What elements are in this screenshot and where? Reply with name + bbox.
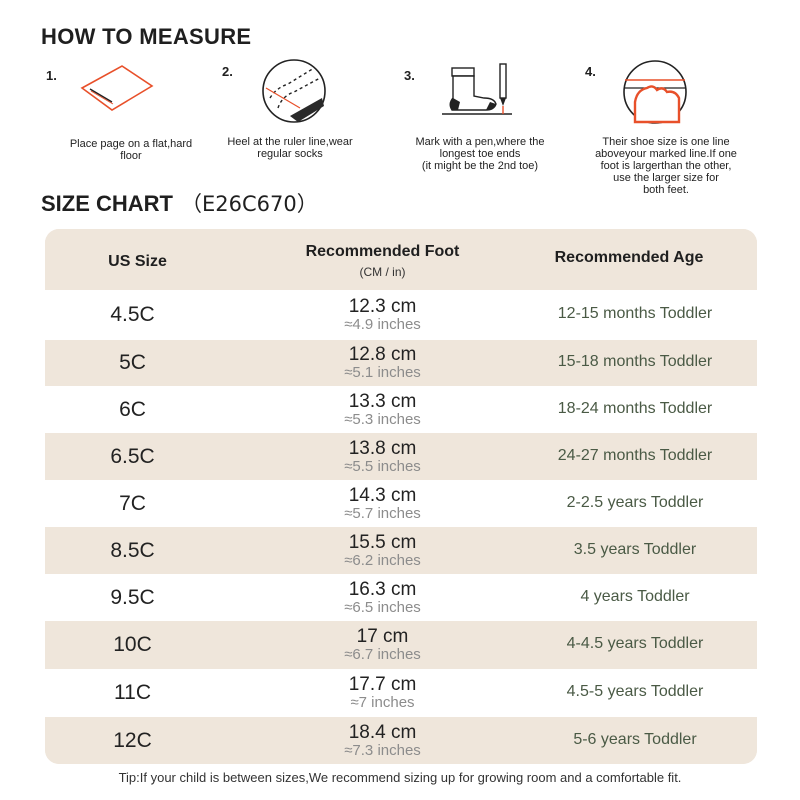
foot-cm: 17.7 cm bbox=[348, 674, 417, 695]
step-number: 1. bbox=[46, 68, 57, 83]
foot-cm: 15.5 cm bbox=[348, 531, 417, 553]
table-row: 5C 12.8 cm ≈5.1 inches 15-18 months Toddler bbox=[45, 340, 757, 386]
step-number: 2. bbox=[222, 64, 233, 79]
caption-line: Their shoe size is one line bbox=[602, 136, 730, 148]
size-chart-table: US Size Recommended Foot (CM / in) Recom… bbox=[45, 229, 757, 764]
table-row: 4.5C 12.3 cm ≈4.9 inches 12-15 months Toddl… bbox=[45, 290, 757, 340]
how-to-measure-title: HOW TO MEASURE bbox=[41, 24, 252, 49]
caption-line: (it might be the 2nd toe) bbox=[421, 160, 539, 172]
step-caption: Heel at the ruler line,wear regular sock… bbox=[212, 136, 368, 160]
sizing-tip: Tip:If your child is between sizes,We re… bbox=[118, 770, 682, 785]
header-foot-units: (CM / in) bbox=[359, 265, 406, 279]
us-size-cell: 7C bbox=[119, 491, 146, 515]
us-size-cell: 5C bbox=[119, 351, 146, 374]
step-number: 3. bbox=[404, 68, 415, 83]
us-size-cell: 6.5C bbox=[110, 444, 155, 468]
table-row: 9.5C 16.3 cm ≈6.5 inches 4 years Toddler bbox=[45, 574, 757, 621]
header-foot-label: Recommended Foot bbox=[305, 243, 460, 260]
recommended-age-cell: 24-27 months Toddler bbox=[557, 446, 713, 464]
caption-line: use the larger size for bbox=[613, 172, 719, 184]
table-row: 6C 13.3 cm ≈5.3 inches 18-24 months Toddler bbox=[45, 386, 757, 433]
step-caption: Mark with a pen,where the longest toe en… bbox=[400, 136, 560, 172]
foot-inches: ≈6.5 inches bbox=[344, 598, 421, 616]
foot-cm: 18.4 cm bbox=[348, 721, 417, 743]
foot-inches: ≈5.3 inches bbox=[344, 410, 421, 428]
foot-length-cell: 12.3 cm ≈4.9 inches bbox=[270, 297, 495, 333]
table-row: 6.5C 13.8 cm ≈5.5 inches 24-27 months Toddl… bbox=[45, 433, 757, 480]
foot-cm: 17 cm bbox=[356, 626, 409, 647]
foot-inches: ≈7 inches bbox=[350, 694, 415, 711]
caption-line: longest toe ends bbox=[439, 148, 521, 160]
recommended-age-cell: 4 years Toddler bbox=[580, 587, 690, 605]
table-row: 12C 18.4 cm ≈7.3 inches 5-6 years Toddler bbox=[45, 717, 757, 764]
us-size-cell: 8.5C bbox=[110, 538, 155, 562]
measure-steps: 1. Place page on a flat,hard floor 2. bbox=[0, 58, 800, 208]
recommended-age-cell: 5-6 years Toddler bbox=[573, 730, 697, 748]
us-size-cell: 6C bbox=[119, 397, 146, 421]
caption-line: both feet. bbox=[643, 184, 689, 196]
foot-length-cell: 13.3 cm ≈5.3 inches bbox=[270, 390, 495, 428]
recommended-age-cell: 4-4.5 years Toddler bbox=[566, 635, 704, 652]
header-recommended-age: Recommended Age bbox=[554, 249, 704, 266]
foot-cm: 13.8 cm bbox=[348, 437, 417, 459]
caption-line: regular socks bbox=[257, 148, 323, 160]
foot-cm: 12.3 cm bbox=[348, 296, 417, 317]
foot-cm: 12.8 cm bbox=[348, 344, 417, 365]
size-chart-title: SIZE CHART （E26C670） bbox=[41, 188, 318, 218]
toe-line-icon bbox=[623, 58, 703, 128]
caption-line: foot is largerthan the other, bbox=[600, 160, 732, 172]
step-number: 4. bbox=[585, 64, 596, 79]
recommended-age-cell: 4.5-5 years Toddler bbox=[566, 683, 704, 700]
table-row: 10C 17 cm ≈6.7 inches 4-4.5 years Toddler bbox=[45, 621, 757, 669]
table-row: 7C 14.3 cm ≈5.7 inches 2-2.5 years Toddler bbox=[45, 480, 757, 527]
paper-sheet-icon bbox=[76, 58, 156, 128]
caption-line: Place page on a flat,hard bbox=[69, 138, 193, 150]
foot-cm: 14.3 cm bbox=[348, 484, 417, 506]
foot-inches: ≈5.5 inches bbox=[344, 457, 421, 475]
foot-length-cell: 12.8 cm ≈5.1 inches bbox=[270, 345, 495, 381]
foot-inches: ≈6.7 inches bbox=[344, 646, 421, 663]
caption-line: Heel at the ruler line,wear bbox=[227, 136, 353, 148]
us-size-cell: 10C bbox=[113, 633, 152, 656]
foot-length-cell: 15.5 cm ≈6.2 inches bbox=[270, 531, 495, 569]
caption-line: Mark with a pen,where the bbox=[415, 136, 545, 148]
caption-line: aboveyour marked line.If one bbox=[595, 148, 737, 160]
size-chart-label: SIZE CHART bbox=[41, 191, 173, 216]
recommended-age-cell: 12-15 months Toddler bbox=[557, 305, 713, 322]
model-code: （E26C670） bbox=[181, 192, 318, 216]
header-recommended-foot: Recommended Foot (CM / in) bbox=[270, 243, 495, 279]
foot-length-cell: 18.4 cm ≈7.3 inches bbox=[270, 721, 495, 759]
recommended-age-cell: 15-18 months Toddler bbox=[557, 353, 713, 370]
recommended-age-cell: 2-2.5 years Toddler bbox=[566, 493, 704, 511]
header-us-size: US Size bbox=[108, 253, 167, 270]
foot-inches: ≈4.9 inches bbox=[344, 316, 421, 333]
foot-length-cell: 17.7 cm ≈7 inches bbox=[270, 675, 495, 711]
foot-cm: 16.3 cm bbox=[348, 578, 417, 600]
table-header: US Size Recommended Foot (CM / in) Recom… bbox=[45, 229, 757, 290]
us-size-cell: 11C bbox=[114, 681, 151, 704]
sock-and-pen-icon bbox=[438, 58, 518, 128]
foot-length-cell: 13.8 cm ≈5.5 inches bbox=[270, 437, 495, 475]
step-caption: Their shoe size is one line aboveyour ma… bbox=[581, 136, 751, 196]
table-row: 8.5C 15.5 cm ≈6.2 inches 3.5 years Toddler bbox=[45, 527, 757, 574]
step-caption: Place page on a flat,hard floor bbox=[46, 138, 216, 162]
foot-inches: ≈6.2 inches bbox=[344, 551, 421, 569]
foot-length-cell: 14.3 cm ≈5.7 inches bbox=[270, 484, 495, 522]
heel-on-line-icon bbox=[260, 58, 340, 128]
us-size-cell: 9.5C bbox=[110, 585, 155, 609]
foot-inches: ≈5.1 inches bbox=[344, 364, 421, 381]
foot-length-cell: 17 cm ≈6.7 inches bbox=[270, 627, 495, 663]
table-row: 11C 17.7 cm ≈7 inches 4.5-5 years Toddler bbox=[45, 669, 757, 717]
us-size-cell: 4.5C bbox=[110, 303, 155, 326]
caption-line: floor bbox=[120, 150, 142, 162]
foot-inches: ≈5.7 inches bbox=[344, 504, 421, 522]
foot-length-cell: 16.3 cm ≈6.5 inches bbox=[270, 578, 495, 616]
foot-inches: ≈7.3 inches bbox=[344, 741, 421, 759]
us-size-cell: 12C bbox=[113, 728, 152, 752]
foot-cm: 13.3 cm bbox=[348, 390, 417, 412]
recommended-age-cell: 18-24 months Toddler bbox=[557, 399, 713, 417]
recommended-age-cell: 3.5 years Toddler bbox=[573, 540, 697, 558]
